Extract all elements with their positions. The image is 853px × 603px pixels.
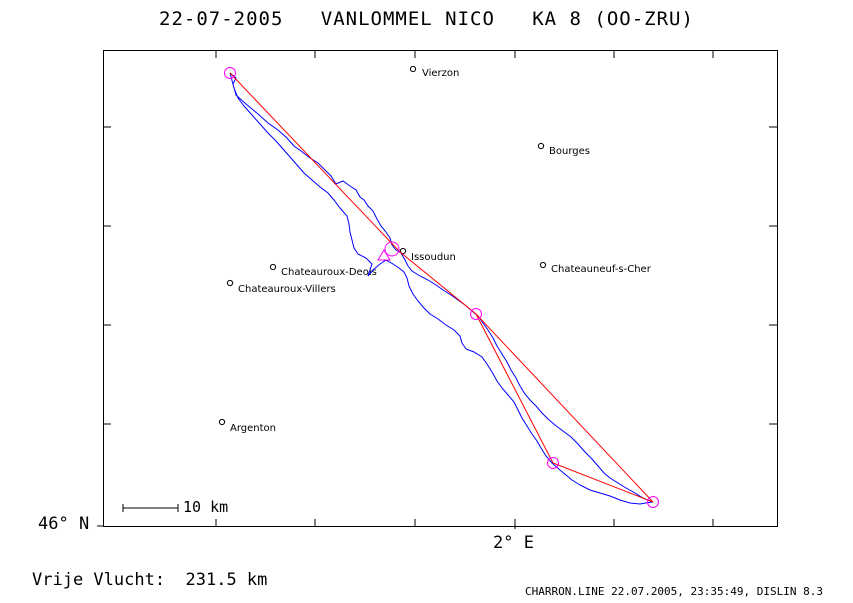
city-layer: Vierzon Bourges Issoudun Chateauroux-Deols C…	[218, 65, 652, 434]
city-marker	[269, 263, 277, 271]
city-label: Vierzon	[422, 68, 459, 79]
free-flight-distance: Vrije Vlucht: 231.5 km	[32, 570, 268, 590]
start-triangle	[377, 249, 391, 261]
city-marker	[218, 418, 226, 426]
task-line	[229, 72, 654, 503]
city-marker	[399, 247, 407, 255]
city-label: Chateauroux-Deols	[281, 267, 377, 278]
longitude-label: 2° E	[493, 533, 534, 553]
city-marker	[539, 261, 547, 269]
turnpoint-marker	[384, 241, 400, 257]
map-frame	[103, 50, 778, 527]
axis-ticks	[97, 51, 777, 529]
city-label: Bourges	[549, 146, 590, 157]
scale-label: 10 km	[183, 498, 229, 516]
turnpoint-marker	[470, 308, 482, 320]
city-label: Issoudun	[411, 252, 456, 263]
city-label: Argenton	[230, 423, 276, 434]
map-title: 22-07-2005 VANLOMMEL NICO KA 8 (OO-ZRU)	[159, 8, 694, 30]
latitude-label: 46° N	[38, 514, 90, 534]
scale-bar	[122, 504, 179, 512]
city-marker	[226, 279, 234, 287]
city-marker	[409, 65, 417, 73]
flight-track	[229, 72, 654, 505]
footer-info: CHARRON.LINE 22.07.2005, 23:35:49, DISLI…	[524, 585, 823, 598]
turnpoint-marker	[224, 67, 236, 79]
city-label: Chateauneuf-s-Cher	[551, 264, 652, 275]
city-marker	[537, 142, 545, 150]
turnpoint-layer	[224, 67, 659, 508]
city-label: Chateauroux-Villers	[238, 284, 336, 295]
turnpoint-marker	[547, 457, 559, 469]
turnpoint-marker	[647, 496, 659, 508]
